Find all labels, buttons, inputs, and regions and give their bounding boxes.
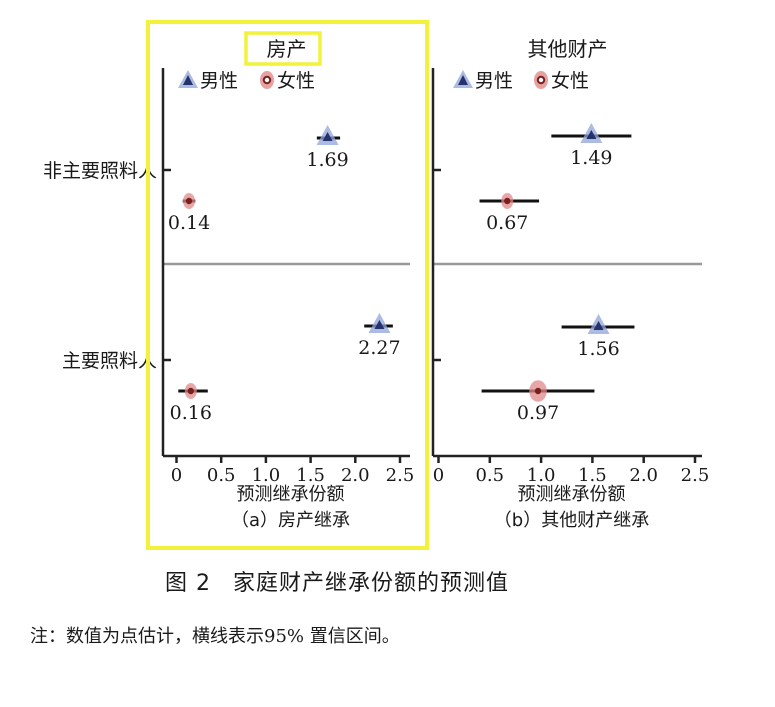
legend-female-label: 女性 [277, 70, 315, 92]
y-category-label: 主要照料人 [62, 350, 157, 372]
male-point [593, 321, 604, 330]
figure-note: 注：数值为点估计，横线表示95% 置信区间。 [30, 626, 400, 647]
data-label: 1.56 [577, 338, 619, 360]
legend-female-marker [262, 75, 272, 85]
figure-caption: 图 2 家庭财产继承份额的预测值 [165, 565, 509, 597]
figure-title: 家庭财产继承份额的预测值 [233, 571, 510, 596]
data-label: 0.67 [486, 212, 528, 234]
legend: 男性 女性 [178, 70, 315, 92]
female-point [185, 197, 193, 205]
x-tick-label: 2.0 [629, 465, 658, 486]
legend: 男性 女性 [453, 70, 589, 92]
legend-male-marker [183, 75, 193, 85]
data-label: 2.27 [358, 337, 400, 359]
x-axis-label: 预测继承份额 [237, 484, 345, 505]
figure-number: 图 2 [165, 571, 211, 596]
legend-male-label: 男性 [475, 70, 513, 92]
legend-male-marker [458, 75, 468, 85]
panel-subtitle: （b）其他财产继承 [494, 510, 649, 531]
x-axis-label: 预测继承份额 [518, 484, 626, 505]
x-tick-label: 1.0 [252, 465, 281, 486]
panel-subtitle: （a）房产继承 [231, 510, 350, 531]
x-tick-label: 1.5 [578, 465, 607, 486]
x-tick-label: 2.0 [341, 465, 370, 486]
panel-title: 房产 [267, 37, 307, 61]
data-label: 0.97 [517, 402, 559, 424]
female-point [504, 197, 511, 205]
y-category-label: 非主要照料人 [43, 160, 157, 182]
x-tick-label: 1.0 [527, 465, 556, 486]
legend-female-marker [536, 75, 546, 85]
data-label: 1.69 [306, 149, 348, 171]
female-point [187, 387, 195, 395]
male-point [322, 132, 333, 141]
x-tick-label: 1.5 [296, 465, 325, 486]
legend-male-label: 男性 [200, 70, 238, 92]
female-point [534, 387, 542, 395]
title-highlight-frame [244, 31, 322, 66]
male-point [586, 130, 597, 139]
male-point [374, 320, 385, 329]
x-tick-label: 0 [433, 465, 444, 486]
data-label: 1.49 [570, 147, 612, 169]
x-tick-label: 0.5 [475, 465, 504, 486]
x-tick-label: 0 [171, 465, 182, 486]
x-tick-label: 2.5 [386, 465, 415, 486]
data-label: 0.16 [170, 402, 212, 424]
highlight-frame [146, 20, 429, 550]
panel-title: 其他财产 [528, 37, 608, 61]
x-tick-label: 2.5 [681, 465, 710, 486]
x-tick-label: 0.5 [207, 465, 236, 486]
data-label: 0.14 [168, 212, 210, 234]
legend-female-label: 女性 [551, 70, 589, 92]
